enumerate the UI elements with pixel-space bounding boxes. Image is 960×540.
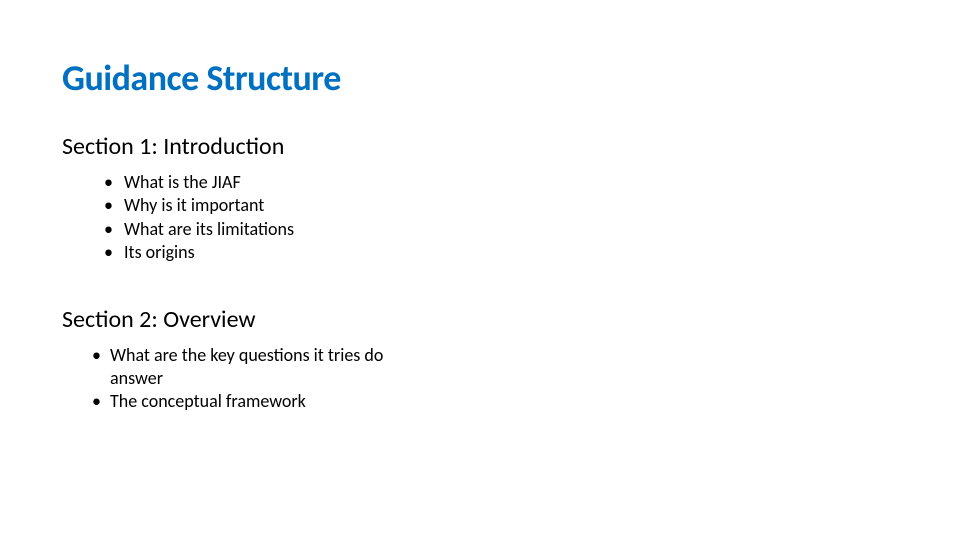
list-item: Its origins <box>104 241 424 264</box>
section-1-bullets: What is the JIAF Why is it important Wha… <box>104 171 424 265</box>
section-2-bullets: What are the key questions it tries do a… <box>92 344 412 414</box>
section-2-heading: Section 2: Overview <box>62 305 898 334</box>
list-item: What are the key questions it tries do a… <box>92 344 412 391</box>
list-item: Why is it important <box>104 194 424 217</box>
list-item: What are its limitations <box>104 218 424 241</box>
slide-title: Guidance Structure <box>62 56 898 100</box>
list-item: The conceptual framework <box>92 390 412 413</box>
list-item: What is the JIAF <box>104 171 424 194</box>
section-1-heading: Section 1: Introduction <box>62 132 898 161</box>
